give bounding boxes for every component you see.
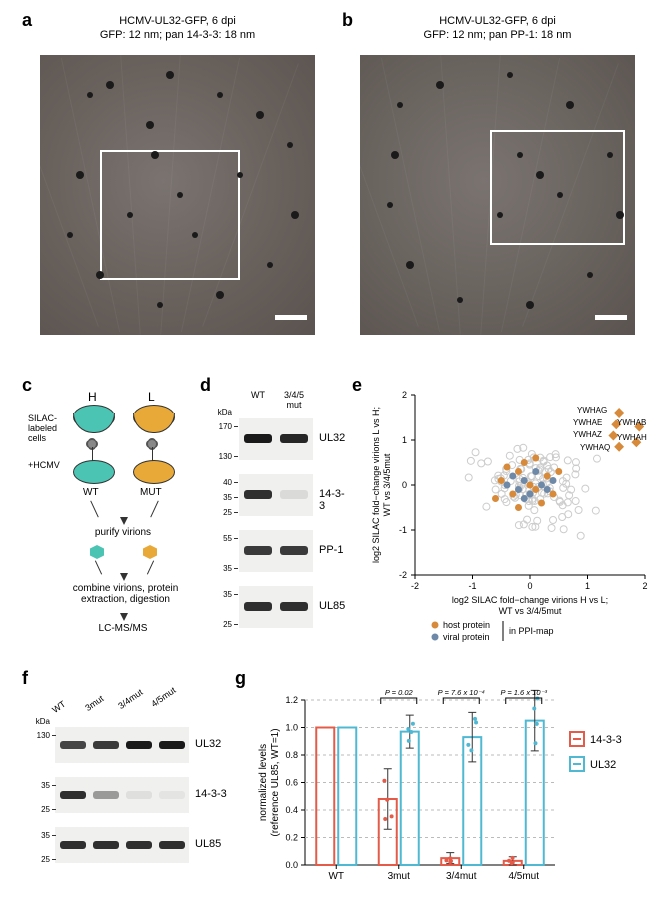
svg-text:2: 2 [642,581,647,591]
svg-text:log2 SILAC fold−change virions: log2 SILAC fold−change virions L vs H;WT… [371,407,392,563]
svg-text:P = 1.6 x 10⁻³: P = 1.6 x 10⁻³ [501,688,548,697]
svg-text:normalized levels(reference UL: normalized levels(reference UL85, WT=1) [258,728,281,836]
svg-text:4/5mut: 4/5mut [508,871,539,882]
panel-b-label: b [342,10,353,31]
panel-a-caption-line2: GFP: 12 nm; pan 14-3-3: 18 nm [40,28,315,42]
svg-text:-1: -1 [468,581,476,591]
panel-b-caption-line2: GFP: 12 nm; pan PP-1: 18 nm [360,28,635,42]
svg-text:0.6: 0.6 [285,778,298,788]
svg-text:2: 2 [402,390,407,400]
panel-b-caption: HCMV-UL32-GFP, 6 dpi GFP: 12 nm; pan PP-… [360,14,635,43]
svg-text:host protein: host protein [443,620,490,630]
panel-e-scatter: -2 -2 -1 -1 0 0 1 1 2 2 YWHAG YWHAE YWHAB YWHAZ YWHAH Y… [365,385,655,650]
panel-g-barchart: 0.0 0.2 0.4 0.6 0.8 1.0 1.2 WT 3mut 3/4mut 4/5mut P… [250,680,650,895]
svg-text:in PPI-map: in PPI-map [509,626,554,636]
panel-a-label: a [22,10,32,31]
svg-text:-2: -2 [399,570,407,580]
svg-text:0.4: 0.4 [285,805,298,815]
svg-text:1.2: 1.2 [285,695,298,705]
panel-a-caption-line1: HCMV-UL32-GFP, 6 dpi [40,14,315,28]
svg-text:YWHAZ: YWHAZ [573,430,602,439]
svg-text:0.8: 0.8 [285,750,298,760]
svg-text:YWHAB: YWHAB [617,418,646,427]
panel-a-image [40,55,315,335]
svg-text:-1: -1 [399,525,407,535]
svg-text:0.0: 0.0 [285,860,298,870]
panel-b-image [360,55,635,335]
svg-text:-2: -2 [411,581,419,591]
panel-g-label: g [235,668,246,689]
panel-b-caption-line1: HCMV-UL32-GFP, 6 dpi [360,14,635,28]
svg-text:0: 0 [402,480,407,490]
svg-text:log2 SILAC fold−change virions: log2 SILAC fold−change virions H vs L;WT… [452,595,608,616]
svg-text:3mut: 3mut [388,871,410,882]
svg-text:P = 7.6 x 10⁻⁴: P = 7.6 x 10⁻⁴ [438,688,485,697]
svg-text:UL32: UL32 [590,759,616,771]
svg-text:YWHAH: YWHAH [617,433,647,442]
svg-text:YWHAG: YWHAG [577,406,607,415]
panel-e-label: e [352,375,362,396]
svg-text:1.0: 1.0 [285,723,298,733]
svg-text:viral protein: viral protein [443,632,490,642]
panel-d-blots: kDaWT3/4/5 mut170130UL3240352514-3-35535… [210,390,350,640]
svg-text:YWHAE: YWHAE [573,418,602,427]
svg-text:1: 1 [585,581,590,591]
svg-text:YWHAQ: YWHAQ [580,443,610,452]
panel-a-caption: HCMV-UL32-GFP, 6 dpi GFP: 12 nm; pan 14-… [40,14,315,43]
panel-c-diagram: SILAC- labeled cellsHL+HCMVWTMUTpurify v… [28,395,193,660]
panel-c-label: c [22,375,32,396]
svg-text:14-3-3: 14-3-3 [590,734,622,746]
svg-text:1: 1 [402,435,407,445]
svg-text:0: 0 [527,581,532,591]
svg-text:3/4mut: 3/4mut [446,871,477,882]
svg-text:WT: WT [328,871,344,882]
svg-text:0.2: 0.2 [285,833,298,843]
panel-f-blots: kDaWT3mut3/4mut4/5mut130UL32352514-3-335… [28,685,228,885]
svg-text:P = 0.02: P = 0.02 [385,688,414,697]
